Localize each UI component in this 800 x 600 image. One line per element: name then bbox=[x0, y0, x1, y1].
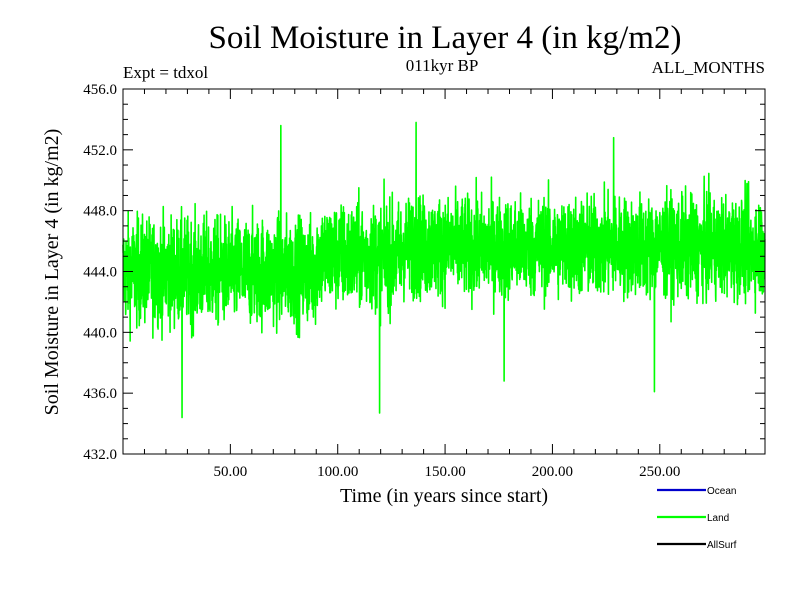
legend-label-allsurf: AllSurf bbox=[707, 540, 737, 551]
x-axis-label: Time (in years since start) bbox=[340, 485, 548, 507]
y-tick-label: 456.0 bbox=[83, 82, 117, 98]
chart-subtitle: 011kyr BP bbox=[406, 56, 479, 75]
x-tick-label: 250.00 bbox=[639, 464, 680, 480]
y-tick-label: 444.0 bbox=[83, 265, 117, 281]
legend-label-ocean: Ocean bbox=[707, 486, 736, 497]
y-tick-label: 452.0 bbox=[83, 143, 117, 159]
x-tick-label: 100.00 bbox=[317, 464, 358, 480]
x-tick-label: 50.00 bbox=[213, 464, 247, 480]
legend-label-land: Land bbox=[707, 513, 729, 524]
y-axis-label: Soil Moisture in Layer 4 (in kg/m2) bbox=[41, 129, 63, 416]
y-tick-label: 440.0 bbox=[83, 325, 117, 341]
y-tick-label: 448.0 bbox=[83, 204, 117, 220]
plot-area: 50.00 100.00 150.00 200.00 250.00 432.0 436.0 4… bbox=[83, 82, 766, 480]
legend: Ocean Land AllSurf bbox=[657, 486, 737, 551]
experiment-label: Expt = tdxol bbox=[123, 63, 208, 82]
series-layer bbox=[122, 121, 766, 419]
y-tick-label: 436.0 bbox=[83, 386, 117, 402]
x-tick-label: 200.00 bbox=[532, 464, 573, 480]
chart-title: Soil Moisture in Layer 4 (in kg/m2) bbox=[209, 20, 682, 56]
months-label: ALL_MONTHS bbox=[652, 58, 765, 77]
series-line-land bbox=[122, 121, 766, 419]
x-tick-label: 150.00 bbox=[424, 464, 465, 480]
ticks-layer: 50.00 100.00 150.00 200.00 250.00 432.0 436.0 4… bbox=[83, 82, 765, 480]
y-tick-label: 432.0 bbox=[83, 447, 117, 463]
